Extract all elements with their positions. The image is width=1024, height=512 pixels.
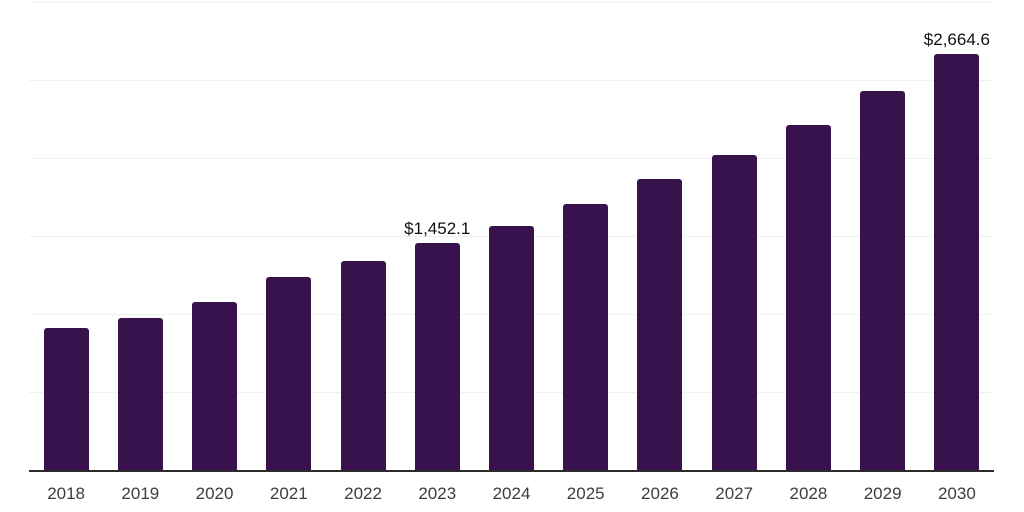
x-axis-labels: 2018 2019 2020 2021 2022 2023 2024 2025 2026 2027… bbox=[29, 484, 994, 508]
x-tick-label: 2030 bbox=[937, 484, 976, 503]
bar-2030 bbox=[934, 54, 980, 470]
x-tick-label: 2026 bbox=[641, 484, 679, 503]
x-tick-label: 2028 bbox=[789, 484, 828, 503]
bar-2027 bbox=[711, 154, 757, 470]
x-tick-label: 2018 bbox=[47, 484, 86, 503]
bar-2025 bbox=[563, 204, 609, 470]
x-axis-line bbox=[29, 470, 994, 472]
bar-2028 bbox=[785, 125, 831, 470]
bar-2022 bbox=[340, 260, 386, 470]
bar-value-label: $1,452.1 bbox=[404, 219, 471, 239]
bar-2029 bbox=[860, 91, 906, 470]
gridline bbox=[29, 2, 994, 3]
gridline bbox=[29, 80, 994, 81]
x-tick-label: 2027 bbox=[715, 484, 754, 503]
gridline bbox=[29, 158, 994, 159]
x-tick-label: 2029 bbox=[863, 484, 902, 503]
x-tick-label: 2023 bbox=[418, 484, 457, 503]
x-tick-label: 2020 bbox=[195, 484, 234, 503]
bar-2018 bbox=[43, 327, 89, 470]
bar-2019 bbox=[117, 318, 163, 470]
bar-value-label: $2,664.6 bbox=[923, 30, 990, 50]
x-tick-label: 2019 bbox=[121, 484, 160, 503]
x-tick-label: 2024 bbox=[492, 484, 531, 503]
bar-2024 bbox=[489, 225, 534, 470]
x-tick-label: 2021 bbox=[269, 484, 308, 503]
x-tick-label: 2022 bbox=[344, 484, 382, 503]
bar-2026 bbox=[637, 178, 683, 470]
plot-area: $1,452.1 $2,664.6 bbox=[29, 2, 994, 470]
bar-2021 bbox=[266, 276, 312, 470]
bar-2020 bbox=[192, 302, 238, 470]
x-tick-label: 2025 bbox=[566, 484, 605, 503]
bar-2023 bbox=[414, 243, 460, 470]
